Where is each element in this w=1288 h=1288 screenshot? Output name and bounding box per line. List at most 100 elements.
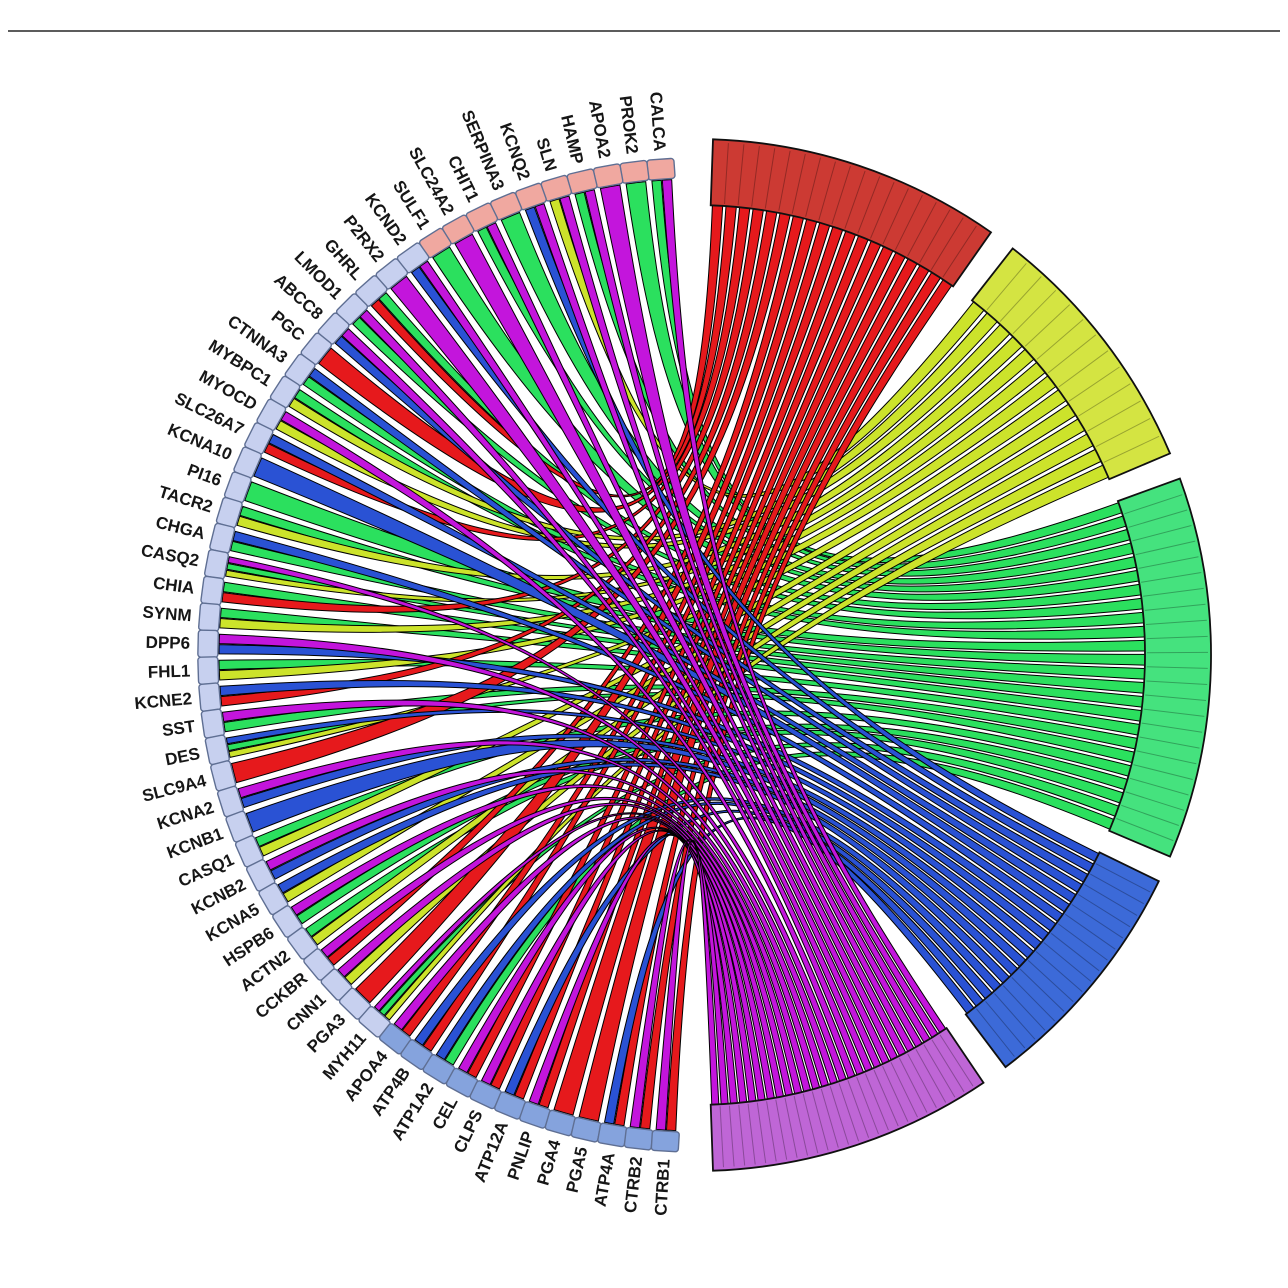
gene-label: SYNM: [142, 602, 192, 625]
arc-slot-divider: [751, 146, 760, 207]
arc-slot-divider: [1116, 818, 1174, 842]
arc-slot-divider: [1087, 400, 1141, 432]
gene-square-kcne2: [198, 682, 222, 712]
arc-slot-divider: [882, 1065, 909, 1122]
arc-slot-divider: [1145, 619, 1207, 625]
arc-slot-divider: [856, 1076, 879, 1135]
arc-slot-divider: [1129, 777, 1189, 796]
arc-slot-divider: [793, 1095, 808, 1156]
arc-slot-divider: [994, 993, 1036, 1040]
arc-slot-divider: [857, 176, 881, 234]
arc-slot-divider: [805, 157, 821, 217]
gene-label: PGA5: [563, 1145, 592, 1194]
arc-slot-divider: [1071, 904, 1124, 939]
arc-slot-divider: [829, 1086, 849, 1145]
arc-slot-divider: [1121, 804, 1179, 826]
gene-label: SLC9A4: [140, 771, 208, 806]
gene-square-prok2: [619, 159, 650, 184]
arc-slot-divider: [1012, 289, 1057, 335]
gene-label: CEL: [429, 1094, 462, 1133]
arc-slot-divider: [942, 225, 977, 278]
arc-slot-divider: [1058, 923, 1108, 961]
arc-slot-divider: [1027, 960, 1074, 1002]
arc-slot-divider: [986, 263, 1027, 311]
arc-slot-divider: [1035, 951, 1083, 992]
gene-label: TACR2: [156, 482, 215, 516]
gene-label: PI16: [185, 460, 224, 490]
arc-slot-divider: [1128, 509, 1188, 528]
arc-slot-divider: [1146, 666, 1208, 669]
arc-slot-divider: [1133, 764, 1193, 780]
arc-slot-divider: [737, 144, 745, 206]
arc-slot-divider: [1138, 556, 1199, 569]
cluster-arc-blue: [964, 851, 1161, 1069]
arc-slot-divider: [882, 188, 909, 245]
arc-slot-divider: [791, 153, 806, 214]
arc-slot-divider: [1036, 319, 1084, 360]
cluster-arc-magenta: [709, 1026, 985, 1172]
gene-label: DPP6: [145, 633, 190, 653]
gene-square-dpp6: [197, 629, 220, 659]
arc-slot-divider: [870, 182, 895, 239]
arc-slot-divider: [784, 1097, 798, 1158]
arc-slot-divider: [873, 1069, 899, 1127]
arc-slot-divider: [775, 1099, 788, 1160]
arc-slot-divider: [747, 1103, 756, 1165]
arc-slot-divider: [724, 143, 729, 205]
arc-slot-divider: [930, 217, 964, 270]
arc-slot-divider: [766, 1101, 777, 1162]
cluster-arc-red: [709, 138, 993, 288]
arc-slot-divider: [894, 194, 923, 251]
gene-label: KCNE2: [134, 689, 193, 713]
arc-slot-divider: [1078, 894, 1131, 928]
arc-slot-divider: [898, 1057, 928, 1113]
arc-slot-divider: [728, 1105, 735, 1167]
arc-slot-divider: [923, 1044, 956, 1098]
arc-slot-divider: [976, 1008, 1015, 1057]
arc-slot-divider: [1050, 932, 1100, 972]
arc-slot-divider: [1141, 722, 1203, 733]
arc-slot-divider: [1019, 968, 1065, 1012]
arc-slot-divider: [778, 150, 791, 211]
arc-slot-divider: [1146, 635, 1208, 640]
gene-square-synm: [197, 602, 222, 632]
arc-slot-divider: [1139, 736, 1200, 749]
arc-slot-divider: [831, 165, 851, 225]
gene-label: HAMP: [557, 113, 587, 166]
gene-label: SLN: [532, 136, 560, 174]
arc-slot-divider: [919, 209, 951, 263]
gene-label: CTRB2: [621, 1156, 646, 1214]
arc-slot-divider: [1024, 304, 1071, 347]
arc-slot-divider: [907, 1053, 937, 1108]
gene-label: PGA4: [534, 1137, 565, 1187]
gene-square-sst: [200, 708, 225, 739]
gene-label: CTRB1: [651, 1159, 673, 1217]
arc-slot-divider: [931, 1039, 965, 1093]
arc-slot-divider: [999, 276, 1042, 322]
arc-slot-divider: [1135, 540, 1196, 556]
gene-label: FHL1: [148, 662, 191, 682]
arc-slot-divider: [838, 1083, 860, 1142]
arc-slot-divider: [1078, 383, 1131, 417]
gene-label: ATP4A: [591, 1151, 619, 1208]
arc-slot-divider: [864, 1073, 889, 1131]
arc-slot-divider: [1068, 366, 1120, 402]
gene-label: DES: [164, 744, 202, 769]
gene-label: CASQ2: [139, 541, 200, 571]
arc-slot-divider: [847, 1080, 870, 1138]
arc-slot-divider: [818, 161, 836, 221]
gene-square-ctrb2: [623, 1126, 654, 1151]
arc-slot-divider: [738, 1104, 746, 1166]
arc-slot-divider: [939, 1034, 974, 1087]
arc-slot-divider: [1141, 572, 1202, 583]
arc-slot-divider: [907, 202, 937, 257]
gene-label: CHGA: [154, 513, 207, 543]
gene-square-ctrb1: [650, 1129, 680, 1153]
gene-label: APOA2: [585, 99, 614, 160]
arc-slot-divider: [844, 170, 866, 229]
arc-slot-divider: [1090, 873, 1144, 905]
arc-slot-divider: [1145, 694, 1207, 701]
cluster-arc-yellow: [970, 247, 1172, 481]
gene-square-apoa2: [592, 163, 624, 189]
